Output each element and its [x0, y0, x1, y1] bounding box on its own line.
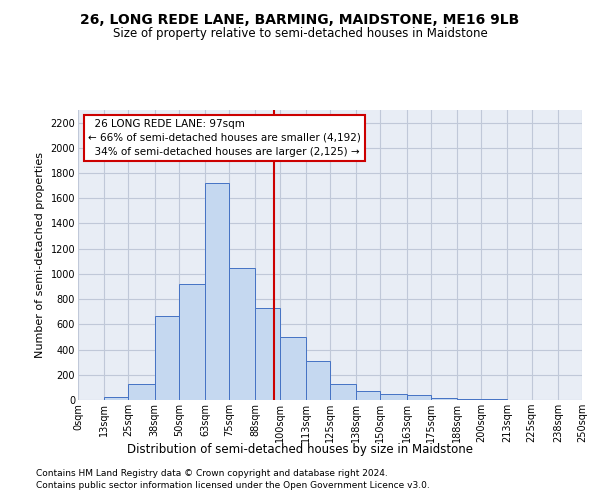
- Bar: [330, 384, 356, 400]
- Text: Contains HM Land Registry data © Crown copyright and database right 2024.: Contains HM Land Registry data © Crown c…: [36, 468, 388, 477]
- Bar: [205, 182, 229, 400]
- Bar: [256, 308, 280, 400]
- Bar: [356, 391, 380, 400]
- Bar: [407, 395, 431, 400]
- Y-axis label: Number of semi-detached properties: Number of semi-detached properties: [35, 152, 45, 358]
- Bar: [280, 337, 306, 400]
- Text: Contains public sector information licensed under the Open Government Licence v3: Contains public sector information licen…: [36, 481, 430, 490]
- Bar: [306, 361, 330, 400]
- Text: Distribution of semi-detached houses by size in Maidstone: Distribution of semi-detached houses by …: [127, 442, 473, 456]
- Bar: [155, 316, 179, 400]
- Bar: [380, 394, 407, 400]
- Bar: [229, 268, 256, 400]
- Text: Size of property relative to semi-detached houses in Maidstone: Size of property relative to semi-detach…: [113, 28, 487, 40]
- Bar: [128, 384, 155, 400]
- Text: 26, LONG REDE LANE, BARMING, MAIDSTONE, ME16 9LB: 26, LONG REDE LANE, BARMING, MAIDSTONE, …: [80, 12, 520, 26]
- Bar: [457, 398, 481, 400]
- Bar: [179, 284, 205, 400]
- Bar: [431, 398, 457, 400]
- Bar: [104, 397, 128, 400]
- Text: 26 LONG REDE LANE: 97sqm  
← 66% of semi-detached houses are smaller (4,192)
  3: 26 LONG REDE LANE: 97sqm ← 66% of semi-d…: [88, 119, 361, 157]
